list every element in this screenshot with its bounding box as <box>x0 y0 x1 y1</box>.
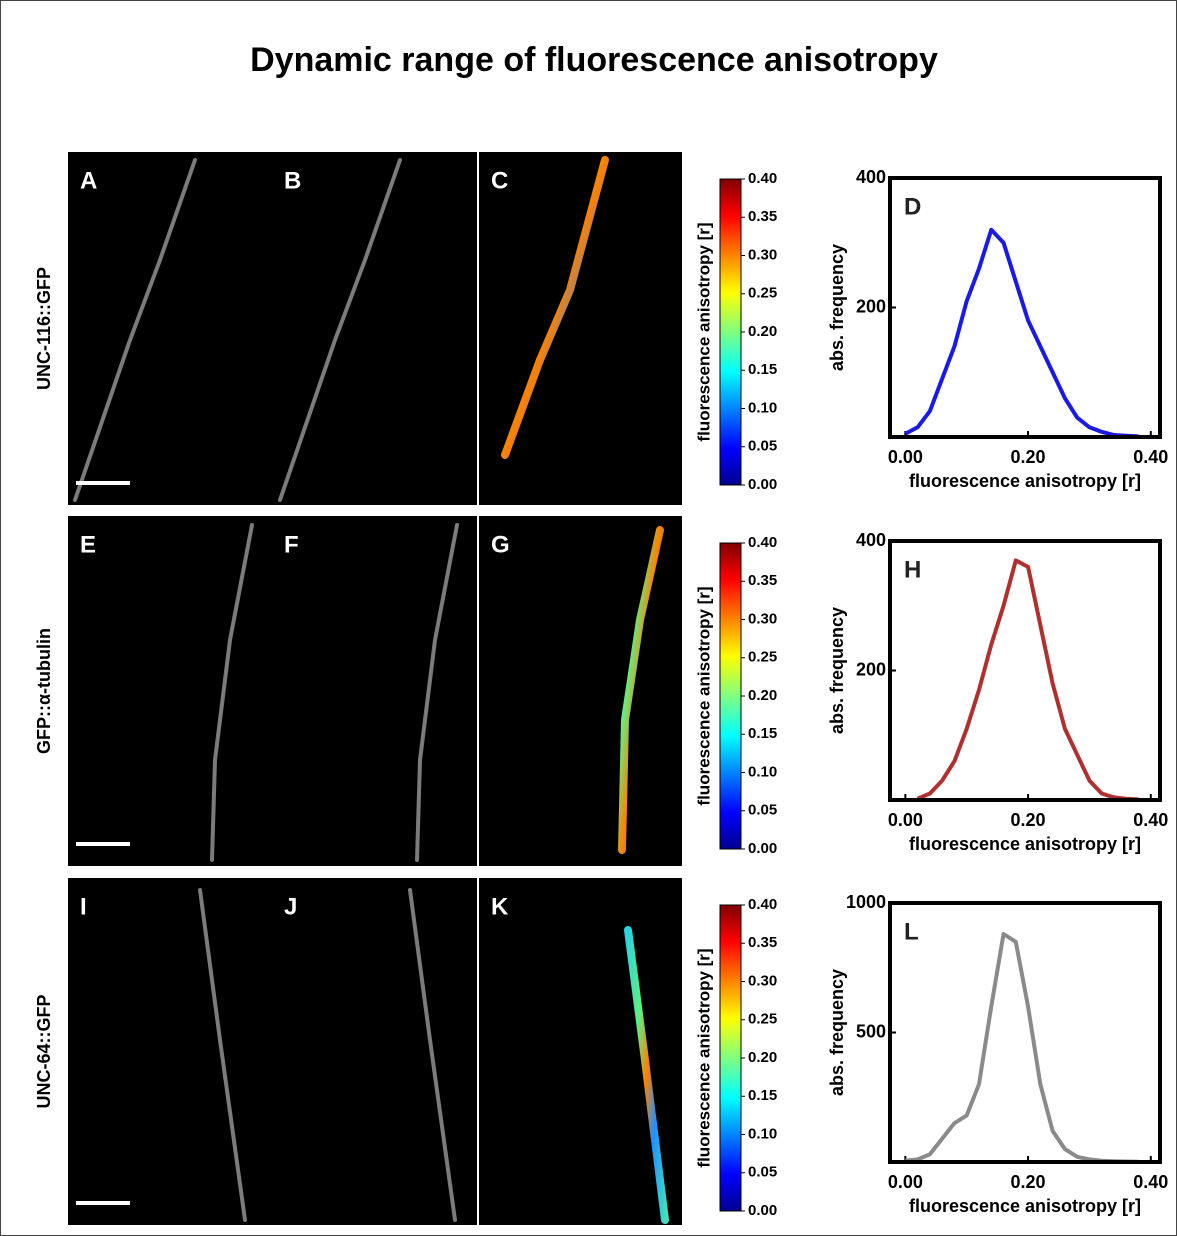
y-tick-label: 200 <box>856 296 886 316</box>
panel-letter: F <box>284 531 299 558</box>
panel-letter: I <box>80 893 87 920</box>
colorbar-tick-label: 0.25 <box>748 285 777 302</box>
x-tick-label: 0.00 <box>888 447 923 467</box>
y-axis-label: abs. frequency <box>827 969 847 1096</box>
panel-letter: B <box>284 167 301 194</box>
panel-letter: K <box>491 893 509 920</box>
specimen <box>624 926 669 1224</box>
y-tick-label: 500 <box>856 1021 886 1041</box>
specimen <box>618 526 664 854</box>
colorbar-label: fluorescence anisotropy [r] <box>694 948 713 1167</box>
image-panel <box>68 152 272 505</box>
y-tick-label: 400 <box>856 530 886 550</box>
row-label: UNC-64::GFP <box>34 994 54 1108</box>
colorbar-tick-label: 0.05 <box>748 802 777 819</box>
colorbar-tick-label: 0.05 <box>748 1164 777 1181</box>
colorbar-tick-label: 0.10 <box>748 399 777 416</box>
colorbar-tick-label: 0.40 <box>748 534 777 551</box>
y-tick-label: 400 <box>856 167 886 187</box>
plot-frame <box>888 176 1162 439</box>
colorbar <box>719 904 742 1212</box>
colorbar-tick-label: 0.15 <box>748 1087 777 1104</box>
x-axis-label: fluorescence anisotropy [r] <box>909 1196 1141 1216</box>
specimen <box>210 523 254 862</box>
panel-letter: D <box>904 193 921 220</box>
colorbar-tick-label: 0.20 <box>748 323 777 340</box>
colorbar-tick-label: 0.30 <box>748 610 777 627</box>
specimen <box>501 156 609 459</box>
plot-frame <box>888 901 1162 1164</box>
plot-frame <box>888 539 1162 802</box>
colorbar-tick-label: 0.10 <box>748 1125 777 1142</box>
colorbar-tick-label: 0.30 <box>748 246 777 263</box>
x-tick-label: 0.20 <box>1011 810 1046 830</box>
colorbar-label: fluorescence anisotropy [r] <box>694 586 713 805</box>
colorbar-label: fluorescence anisotropy [r] <box>694 222 713 441</box>
x-axis-label: fluorescence anisotropy [r] <box>909 471 1141 491</box>
y-tick-label: 1000 <box>846 892 886 912</box>
panel-letter: G <box>491 531 510 558</box>
colorbar-tick-label: 0.00 <box>748 1202 777 1219</box>
x-tick-label: 0.20 <box>1011 447 1046 467</box>
colorbar-tick-label: 0.20 <box>748 687 777 704</box>
panel-letter: C <box>491 167 508 194</box>
specimen <box>198 888 247 1222</box>
colorbar <box>719 178 742 486</box>
x-tick-label: 0.40 <box>1133 810 1168 830</box>
image-panel <box>68 516 272 866</box>
panel-letter: L <box>904 918 919 945</box>
specimen <box>73 158 197 502</box>
specimen <box>408 888 457 1222</box>
panel-letter: E <box>80 531 96 558</box>
row-label: UNC-116::GFP <box>34 267 54 390</box>
x-tick-label: 0.00 <box>888 1172 923 1192</box>
colorbar-tick-label: 0.35 <box>748 934 777 951</box>
colorbar-tick-label: 0.05 <box>748 438 777 455</box>
panel-letter: H <box>904 556 921 583</box>
colorbar-tick-label: 0.20 <box>748 1049 777 1066</box>
colorbar-tick-label: 0.15 <box>748 725 777 742</box>
image-panel <box>479 152 682 505</box>
image-panel <box>479 878 682 1225</box>
colorbar-tick-label: 0.15 <box>748 361 777 378</box>
x-axis-label: fluorescence anisotropy [r] <box>909 834 1141 854</box>
colorbar-tick-label: 0.30 <box>748 972 777 989</box>
y-axis-label: abs. frequency <box>827 607 847 734</box>
colorbar <box>719 542 742 850</box>
image-panel <box>68 878 272 1225</box>
colorbar-tick-label: 0.35 <box>748 208 777 225</box>
colorbar-tick-label: 0.35 <box>748 572 777 589</box>
image-panel <box>272 516 477 866</box>
y-tick-label: 200 <box>856 659 886 679</box>
image-panel <box>272 152 477 505</box>
x-tick-label: 0.40 <box>1133 1172 1168 1192</box>
row-label: GFP::α-tubulin <box>34 628 54 754</box>
panel-letter: J <box>284 893 297 920</box>
histogram-line <box>904 227 1139 439</box>
colorbar-tick-label: 0.25 <box>748 649 777 666</box>
x-tick-label: 0.20 <box>1011 1172 1046 1192</box>
specimen <box>415 523 459 862</box>
colorbar-tick-label: 0.00 <box>748 840 777 857</box>
image-panel <box>272 878 477 1225</box>
colorbar-tick-label: 0.25 <box>748 1011 777 1028</box>
colorbar-tick-label: 0.00 <box>748 476 777 493</box>
specimen <box>278 158 402 502</box>
colorbar-tick-label: 0.10 <box>748 763 777 780</box>
x-tick-label: 0.40 <box>1133 447 1168 467</box>
x-tick-label: 0.00 <box>888 810 923 830</box>
histogram-line <box>916 558 1139 802</box>
figure-title: Dynamic range of fluorescence anisotropy <box>250 41 938 79</box>
colorbar-tick-label: 0.40 <box>748 896 777 913</box>
panel-letter: A <box>80 167 97 194</box>
y-axis-label: abs. frequency <box>827 244 847 371</box>
colorbar-tick-label: 0.40 <box>748 170 777 187</box>
